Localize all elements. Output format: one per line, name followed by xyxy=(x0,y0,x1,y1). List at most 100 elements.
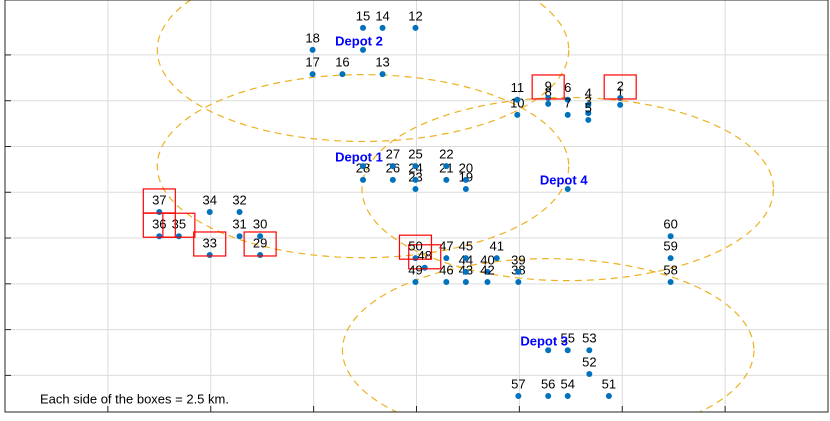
node-box xyxy=(531,74,565,100)
node-label: 42 xyxy=(480,262,494,277)
node-label: 56 xyxy=(541,376,555,391)
node-label: 45 xyxy=(459,239,473,254)
node-point xyxy=(206,251,213,258)
node-point xyxy=(617,101,624,108)
node-label: 41 xyxy=(490,239,504,254)
node-point xyxy=(257,233,264,240)
node-label: 32 xyxy=(232,192,246,207)
node-label: 52 xyxy=(582,354,596,369)
node-point xyxy=(586,371,593,378)
node-label: 29 xyxy=(253,235,267,250)
node-point xyxy=(236,233,243,240)
node-box xyxy=(603,74,637,100)
depot-label: Depot 1 xyxy=(335,150,383,165)
node-label: 27 xyxy=(386,147,400,162)
depot-point xyxy=(545,347,552,354)
node-label: 10 xyxy=(510,95,524,110)
node-point xyxy=(389,163,396,170)
node-box xyxy=(243,231,277,257)
node-label: 36 xyxy=(152,217,166,232)
node-point xyxy=(493,255,500,262)
node-point xyxy=(309,71,316,78)
node-box xyxy=(398,234,433,260)
node-point xyxy=(462,176,469,183)
node-point xyxy=(514,96,521,103)
depot-point xyxy=(564,186,571,193)
node-point xyxy=(156,208,163,215)
plot-frame xyxy=(4,0,829,413)
node-point xyxy=(443,163,450,170)
node-box xyxy=(193,231,227,257)
node-point xyxy=(667,278,674,285)
node-label: 31 xyxy=(232,217,246,232)
node-label: 12 xyxy=(408,8,422,23)
node-label: 47 xyxy=(439,239,453,254)
node-point xyxy=(462,186,469,193)
node-label: 60 xyxy=(663,217,677,232)
depot-point xyxy=(360,46,367,53)
node-box xyxy=(408,244,442,270)
node-label: 17 xyxy=(305,55,319,70)
node-label: 59 xyxy=(663,239,677,254)
node-point xyxy=(564,392,571,399)
node-point xyxy=(412,278,419,285)
node-label: 55 xyxy=(560,331,574,346)
node-label: 46 xyxy=(439,262,453,277)
node-label: 25 xyxy=(408,147,422,162)
node-point xyxy=(564,111,571,118)
node-label: 37 xyxy=(152,192,166,207)
node-point xyxy=(412,24,419,31)
node-point xyxy=(462,278,469,285)
node-label: 13 xyxy=(375,55,389,70)
node-label: 16 xyxy=(335,55,349,70)
node-label: 2 xyxy=(617,78,624,93)
node-label: 33 xyxy=(202,235,216,250)
node-label: 6 xyxy=(564,80,571,95)
node-label: 39 xyxy=(511,252,525,267)
node-point xyxy=(412,163,419,170)
node-label: 58 xyxy=(663,262,677,277)
node-point xyxy=(379,71,386,78)
node-point xyxy=(412,186,419,193)
node-label: 51 xyxy=(602,376,616,391)
node-point xyxy=(257,251,264,258)
node-point xyxy=(545,100,552,107)
node-label: 30 xyxy=(253,217,267,232)
node-point xyxy=(515,392,522,399)
node-box xyxy=(142,188,176,214)
node-point xyxy=(605,392,612,399)
node-point xyxy=(360,24,367,31)
node-point xyxy=(412,255,419,262)
node-point xyxy=(236,208,243,215)
node-point xyxy=(412,176,419,183)
node-label: 50 xyxy=(408,239,422,254)
node-label: 11 xyxy=(511,80,525,95)
node-label: 5 xyxy=(585,100,592,115)
node-point xyxy=(585,110,592,117)
node-label: 4 xyxy=(585,85,592,100)
node-label: 20 xyxy=(459,160,473,175)
node-point xyxy=(443,176,450,183)
node-point xyxy=(585,116,592,123)
node-label: 1 xyxy=(617,85,624,100)
node-label: 40 xyxy=(480,252,494,267)
node-point xyxy=(564,96,571,103)
node-box xyxy=(162,212,196,238)
node-point xyxy=(667,233,674,240)
node-point xyxy=(156,233,163,240)
node-point xyxy=(175,233,182,240)
depot-point xyxy=(360,163,367,170)
node-label: 49 xyxy=(408,262,422,277)
node-label: 34 xyxy=(202,192,216,207)
node-point xyxy=(667,255,674,262)
node-label: 57 xyxy=(511,376,525,391)
node-point xyxy=(462,268,469,275)
node-point xyxy=(443,255,450,262)
depot-label: Depot 2 xyxy=(335,33,383,48)
coverage-circle xyxy=(156,0,570,143)
node-point xyxy=(443,278,450,285)
node-point xyxy=(585,101,592,108)
node-label: 14 xyxy=(375,8,389,23)
node-point xyxy=(515,278,522,285)
